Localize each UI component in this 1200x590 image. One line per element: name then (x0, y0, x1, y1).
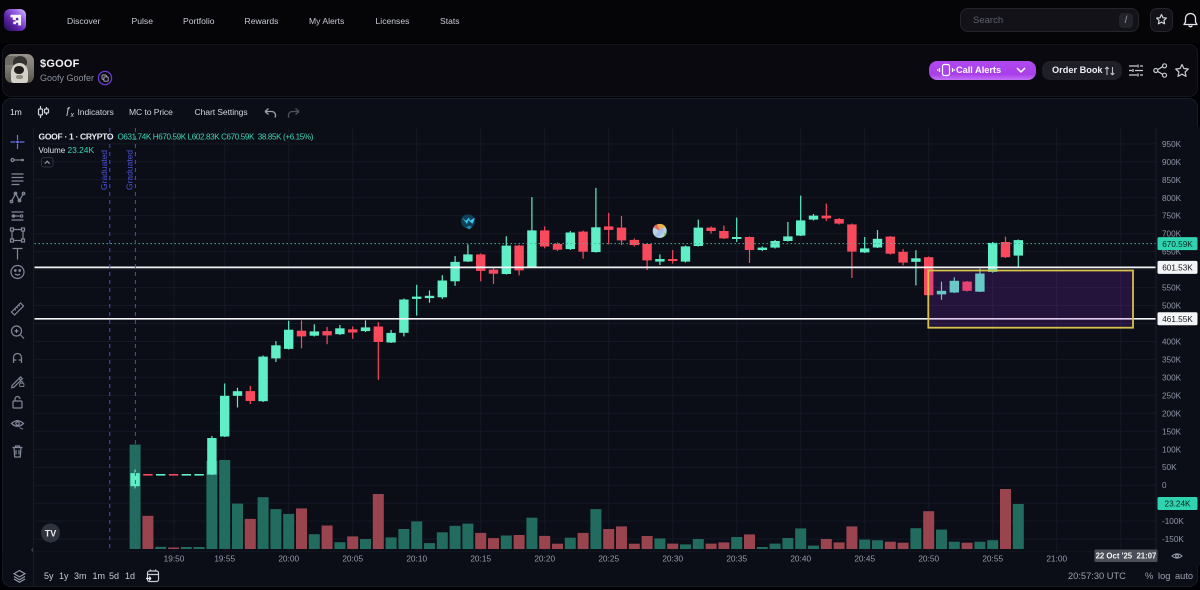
svg-text:‹: ‹ (31, 545, 34, 554)
svg-text:20:05: 20:05 (342, 554, 363, 564)
svg-text:20:20: 20:20 (534, 554, 555, 564)
svg-text:GOOF · 1 · CRYPTO: GOOF · 1 · CRYPTO (39, 132, 114, 142)
svg-text:50K: 50K (1162, 463, 1177, 472)
svg-text:20:25: 20:25 (598, 554, 619, 564)
svg-text:-150K: -150K (1162, 535, 1184, 544)
svg-text:950K: 950K (1162, 140, 1182, 149)
svg-text:550K: 550K (1162, 284, 1182, 293)
svg-text:670.59K: 670.59K (1162, 240, 1193, 249)
svg-text:20:40: 20:40 (790, 554, 811, 564)
svg-text:461.55K: 461.55K (1162, 315, 1193, 324)
svg-text:-100K: -100K (1162, 517, 1184, 526)
svg-text:22 Oct '25 21:07: 22 Oct '25 21:07 (1096, 551, 1157, 560)
svg-text:23.24K: 23.24K (1165, 500, 1191, 509)
svg-text:23.24K: 23.24K (68, 145, 95, 155)
svg-text:150K: 150K (1162, 427, 1182, 436)
svg-text:20:15: 20:15 (470, 554, 491, 564)
svg-text:Volume: Volume (39, 146, 66, 155)
svg-text:350K: 350K (1162, 355, 1182, 364)
svg-text:500K: 500K (1162, 302, 1182, 311)
svg-text:650K: 650K (1162, 248, 1182, 257)
svg-text:800K: 800K (1162, 194, 1182, 203)
svg-text:20:55: 20:55 (982, 554, 1003, 564)
svg-text:900K: 900K (1162, 158, 1182, 167)
svg-text:700K: 700K (1162, 230, 1182, 239)
svg-text:20:00: 20:00 (278, 554, 299, 564)
svg-text:100K: 100K (1162, 445, 1182, 454)
svg-text:601.53K: 601.53K (1162, 264, 1193, 273)
svg-text:850K: 850K (1162, 176, 1182, 185)
svg-text:400K: 400K (1162, 338, 1182, 347)
svg-text:Graduated: Graduated (99, 150, 109, 190)
svg-text:19:50: 19:50 (164, 554, 185, 564)
svg-text:O631.74K H670.59K L602.83K C67: O631.74K H670.59K L602.83K C670.59K 38.8… (118, 133, 314, 142)
svg-text:750K: 750K (1162, 212, 1182, 221)
svg-text:0: 0 (1162, 481, 1167, 490)
svg-text:20:35: 20:35 (726, 554, 747, 564)
svg-text:20:45: 20:45 (854, 554, 875, 564)
svg-text:Graduated: Graduated (124, 150, 134, 190)
svg-text:TV: TV (45, 529, 57, 539)
svg-text:200K: 200K (1162, 409, 1182, 418)
svg-text:20:50: 20:50 (918, 554, 939, 564)
svg-text:20:30: 20:30 (662, 554, 683, 564)
svg-text:300K: 300K (1162, 373, 1182, 382)
svg-text:20:10: 20:10 (406, 554, 427, 564)
svg-text:250K: 250K (1162, 391, 1182, 400)
svg-text:19:55: 19:55 (214, 554, 235, 564)
svg-text:21:00: 21:00 (1046, 554, 1067, 564)
